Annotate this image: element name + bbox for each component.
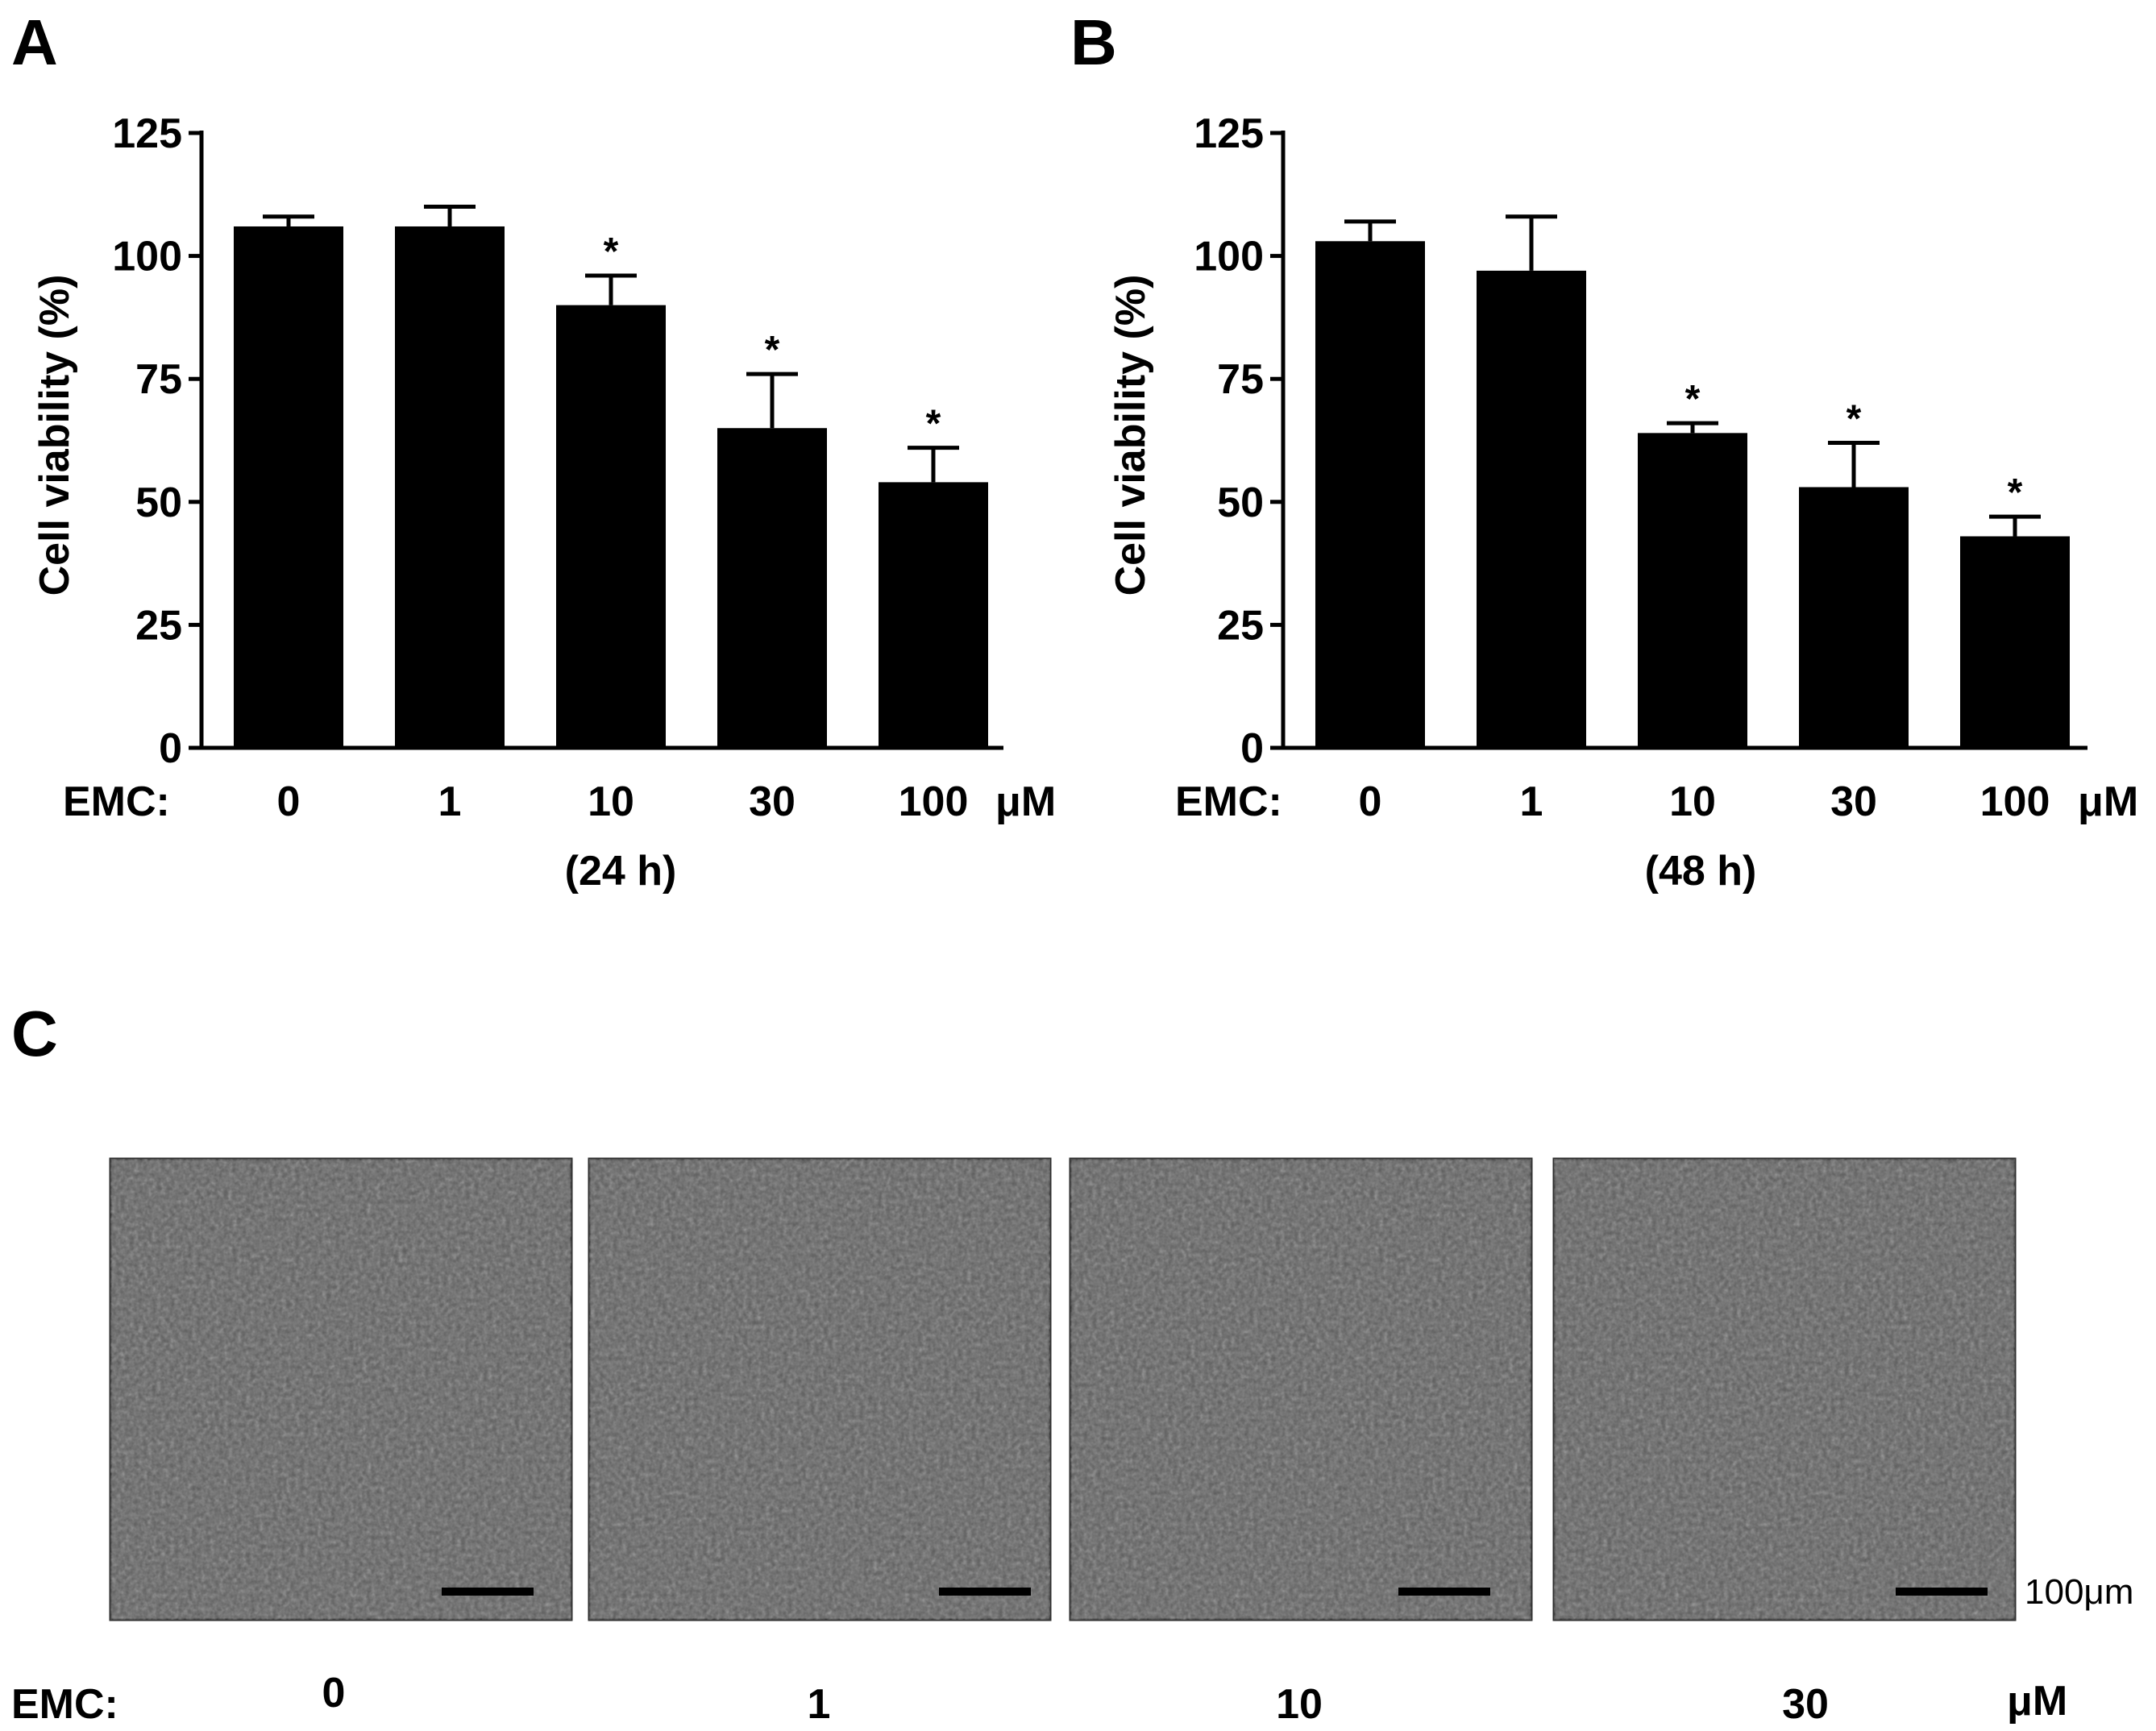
chart-b-y-tick-label: 50 (1217, 479, 1264, 526)
chart-a-x-prefix: EMC: (63, 778, 170, 825)
chart-a-category-label: 100 (899, 778, 969, 825)
micrograph-label-2: 10 (1276, 1681, 1323, 1728)
micrograph-emc-prefix: EMC: (11, 1681, 118, 1728)
chart-a-significance-mark: * (765, 329, 780, 372)
chart-b-bar (1799, 487, 1909, 748)
chart-b-subtitle: (48 h) (1645, 848, 1757, 895)
chart-b-category-label: 0 (1359, 778, 1382, 825)
chart-a-significance-mark: * (604, 230, 619, 273)
chart-a-y-tick-label: 50 (135, 479, 182, 526)
scale-bar (442, 1588, 534, 1596)
chart-a-y-tick-label: 125 (112, 110, 182, 157)
chart-b-ylabel: Cell viability (%) (1107, 275, 1154, 596)
chart-a-y-tick-label: 25 (135, 602, 182, 649)
chart-a-bar (234, 226, 343, 748)
chart-a-marks: 0 25 50 75 100 125 0 1 * 10 * 30 * 100 (112, 110, 988, 825)
chart-a-bar (395, 226, 505, 748)
chart-b-category-label: 30 (1830, 778, 1877, 825)
scale-bar-label: 100μm (2025, 1572, 2133, 1612)
micrograph-label-1: 1 (808, 1681, 831, 1728)
panel-letter-a: A (11, 6, 58, 78)
micrograph-row (109, 1157, 2017, 1621)
chart-b-y-tick-label: 0 (1240, 725, 1264, 772)
chart-a-y-tick-label: 100 (112, 234, 182, 280)
chart-b-significance-mark: * (1847, 398, 1862, 441)
chart-a-bar (717, 428, 827, 748)
chart-b-category-label: 100 (1980, 778, 2050, 825)
chart-a-y-tick-label: 0 (159, 725, 182, 772)
chart-b-bar (1960, 536, 2070, 748)
chart-b-significance-mark: * (1685, 378, 1701, 421)
chart-a-category-label: 30 (749, 778, 796, 825)
chart-b-category-label: 1 (1520, 778, 1543, 825)
micrograph-2 (1069, 1157, 1533, 1621)
chart-b-category-label: 10 (1669, 778, 1716, 825)
chart-a-subtitle: (24 h) (565, 848, 677, 895)
micrograph-label-0: 0 (322, 1670, 346, 1716)
chart-a: Cell viability (%) 0 25 50 75 100 125 0 1 * 10 * 30… (31, 110, 1056, 895)
chart-b-y-tick-label: 100 (1194, 234, 1264, 280)
chart-a-category-label: 0 (277, 778, 301, 825)
micrograph-1 (588, 1157, 1052, 1621)
chart-a-ylabel: Cell viability (%) (31, 275, 78, 596)
chart-b-y-tick-label: 25 (1217, 602, 1264, 649)
micrograph-0 (109, 1157, 573, 1621)
chart-a-category-label: 1 (438, 778, 462, 825)
micrograph-3 (1552, 1157, 2017, 1621)
chart-b-marks: 0 25 50 75 100 125 0 1 * 10 * 30 * 100 (1194, 110, 2070, 825)
chart-b-bar (1477, 270, 1586, 748)
chart-b-significance-mark: * (2008, 471, 2023, 514)
chart-b-x-prefix: EMC: (1175, 778, 1282, 825)
micrograph-label-3: 30 (1782, 1681, 1829, 1728)
scale-bar (1398, 1588, 1490, 1596)
scale-bar (939, 1588, 1031, 1596)
chart-b: Cell viability (%) 0 25 50 75 100 125 0 1 * 10 * 30… (1107, 110, 2138, 895)
panel-letter-b: B (1070, 6, 1117, 78)
chart-b-bar (1315, 241, 1425, 749)
chart-a-bar (556, 305, 666, 748)
chart-a-y-tick-label: 75 (135, 356, 182, 403)
chart-a-bar (879, 482, 988, 748)
chart-a-x-unit: μM (995, 778, 1056, 825)
chart-b-bar (1638, 433, 1747, 748)
micrograph-unit: μM (2007, 1678, 2067, 1725)
chart-a-significance-mark: * (926, 403, 941, 446)
scale-bar (1896, 1588, 1988, 1596)
panel-letter-c: C (11, 998, 58, 1069)
chart-b-y-tick-label: 75 (1217, 356, 1264, 403)
chart-b-x-unit: μM (2078, 778, 2138, 825)
chart-a-category-label: 10 (588, 778, 634, 825)
chart-b-y-tick-label: 125 (1194, 110, 1264, 157)
